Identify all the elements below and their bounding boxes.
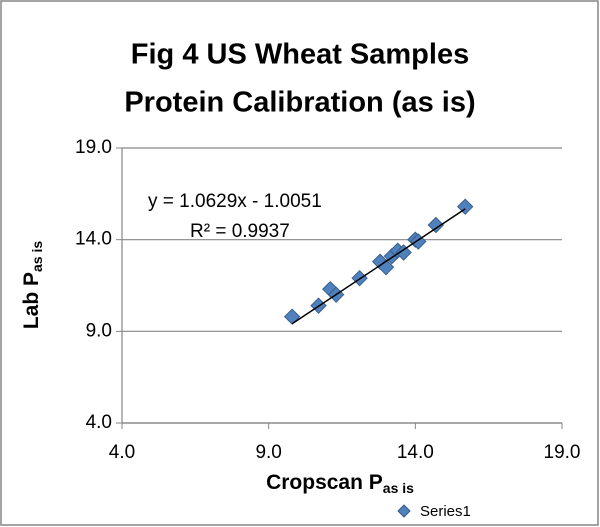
x-axis-title-main: Cropscan P: [266, 471, 383, 494]
trendline-equation: y = 1.0629x - 1.0051: [148, 191, 322, 212]
chart-title: Protein Calibration (as is): [124, 87, 475, 119]
x-tick-label: 9.0: [255, 442, 281, 463]
trendline-r2: R² = 0.9937: [190, 221, 290, 242]
legend-marker: [397, 504, 411, 518]
y-tick-label: 19.0: [75, 137, 112, 158]
legend-label: Series1: [420, 503, 471, 520]
x-tick-label: 14.0: [397, 442, 434, 463]
x-axis-title: Cropscan Pas is: [266, 471, 414, 496]
y-axis-title-main: Lab P: [20, 272, 43, 329]
point: [410, 233, 427, 250]
y-tick-label: 9.0: [86, 320, 112, 341]
point: [395, 244, 412, 261]
y-tick-label: 4.0: [86, 412, 112, 433]
point: [456, 198, 474, 215]
point: [427, 216, 445, 234]
y-axis-title-sub: as is: [29, 241, 45, 272]
chart-title: Fig 4 US Wheat Samples: [131, 39, 469, 71]
y-tick-label: 14.0: [75, 229, 112, 250]
x-tick-label: 4.0: [109, 442, 135, 463]
trendline: [291, 208, 466, 325]
y-axis-title: Lab Pas is: [20, 241, 45, 330]
x-tick-label: 19.0: [544, 442, 581, 463]
x-axis-title-sub: as is: [383, 480, 414, 496]
